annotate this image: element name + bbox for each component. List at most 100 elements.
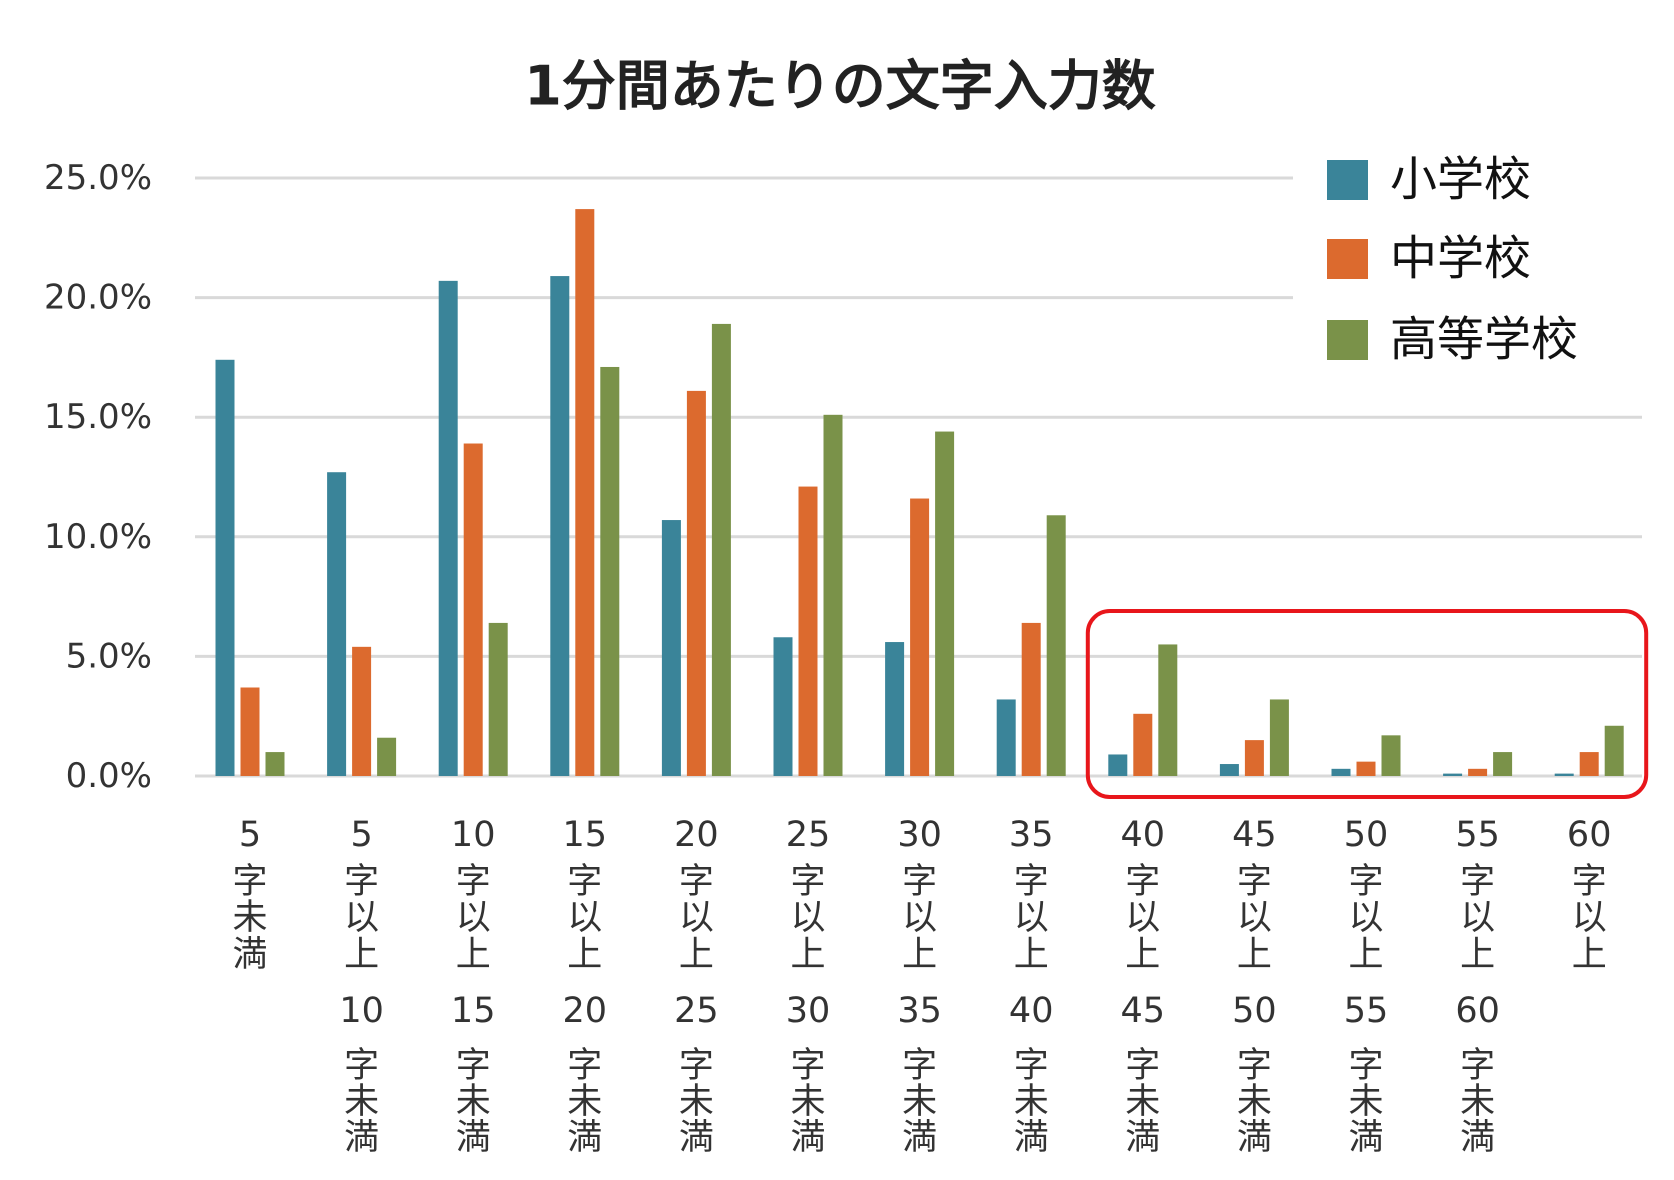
x-tick-label: 字: [790, 862, 825, 902]
x-tick-label: 未: [1237, 1082, 1272, 1122]
y-axis-ticks: 0.0% 5.0% 10.0% 15.0% 20.0% 25.0%: [44, 158, 152, 796]
x-tick-label: 未: [344, 1082, 379, 1122]
x-tick-label: 未: [567, 1082, 602, 1122]
bar: [885, 642, 905, 776]
x-tick-label: 以: [1014, 898, 1049, 938]
bar: [1219, 764, 1239, 776]
x-tick-label: 満: [1014, 1118, 1049, 1158]
bar: [1108, 754, 1128, 776]
x-tick-label: 上: [344, 935, 379, 975]
x-tick-label: 満: [567, 1118, 602, 1158]
x-tick-label: 以: [679, 898, 714, 938]
x-tick-label: 60: [1567, 815, 1612, 855]
bar: [910, 498, 930, 776]
x-tick-label: 満: [344, 1118, 379, 1158]
x-tick-label: 上: [1572, 935, 1607, 975]
bar: [600, 366, 620, 776]
x-tick-label: 50: [1232, 991, 1277, 1031]
x-tick-label: 字: [1125, 1046, 1160, 1086]
bar: [488, 622, 508, 776]
x-tick-label: 50: [1344, 815, 1389, 855]
x-tick-label: 以: [1237, 898, 1272, 938]
x-tick-label: 字: [1348, 1046, 1383, 1086]
bar: [935, 431, 955, 776]
bar: [1046, 515, 1066, 776]
x-tick-label: 満: [1348, 1118, 1383, 1158]
bar: [1579, 752, 1599, 776]
x-tick-label: 未: [679, 1082, 714, 1122]
x-tick-label: 20: [563, 991, 608, 1031]
bar: [265, 752, 285, 776]
bar: [327, 472, 347, 776]
bar: [1331, 768, 1351, 776]
bar: [550, 276, 570, 776]
bar: [1554, 773, 1574, 776]
bar: [711, 323, 731, 776]
legend-swatch: [1327, 239, 1368, 279]
x-tick-label: 字: [1014, 862, 1049, 902]
x-tick-label: 上: [1237, 935, 1272, 975]
x-tick-label: 未: [456, 1082, 491, 1122]
bar: [1468, 768, 1488, 776]
y-tick-label: 15.0%: [44, 397, 152, 437]
x-tick-label: 未: [790, 1082, 825, 1122]
bar: [1133, 713, 1153, 776]
x-tick-label: 字: [1572, 862, 1607, 902]
x-tick-label: 上: [1125, 935, 1160, 975]
y-tick-label: 10.0%: [44, 517, 152, 557]
x-tick-label: 45: [1121, 991, 1166, 1031]
x-tick-label: 40: [1009, 991, 1054, 1031]
bar: [575, 209, 595, 776]
bar: [661, 520, 681, 776]
x-tick-label: 上: [456, 935, 491, 975]
x-tick-label: 字: [344, 862, 379, 902]
x-tick-label: 満: [790, 1118, 825, 1158]
x-tick-label: 字: [679, 1046, 714, 1086]
x-tick-label: 上: [1014, 935, 1049, 975]
x-tick-label: 未: [1348, 1082, 1383, 1122]
x-tick-label: 25: [674, 991, 719, 1031]
x-tick-label: 字: [679, 862, 714, 902]
x-tick-label: 以: [790, 898, 825, 938]
x-tick-label: 未: [1460, 1082, 1495, 1122]
x-tick-label: 字: [902, 1046, 937, 1086]
x-tick-label: 字: [790, 1046, 825, 1086]
x-tick-label: 満: [232, 935, 267, 975]
x-tick-label: 上: [902, 935, 937, 975]
x-tick-label: 字: [232, 862, 267, 902]
bar: [1158, 644, 1178, 776]
x-tick-label: 満: [902, 1118, 937, 1158]
x-tick-label: 15: [451, 991, 496, 1031]
x-tick-label: 字: [1014, 1046, 1049, 1086]
legend-label: 小学校: [1390, 153, 1531, 208]
x-tick-label: 25: [786, 815, 831, 855]
x-tick-label: 30: [897, 815, 942, 855]
x-tick-label: 字: [456, 862, 491, 902]
x-tick-label: 30: [786, 991, 831, 1031]
bar: [686, 390, 706, 776]
x-axis-labels: 5字未満5字以上10字未満10字以上15字未満15字以上20字未満20字以上25…: [232, 815, 1611, 1158]
x-tick-label: 字: [1237, 1046, 1272, 1086]
legend-label: 中学校: [1390, 232, 1531, 287]
x-tick-label: 字: [456, 1046, 491, 1086]
x-tick-label: 上: [1348, 935, 1383, 975]
x-tick-label: 上: [679, 935, 714, 975]
bar: [996, 699, 1016, 776]
bar: [1356, 761, 1376, 776]
x-tick-label: 未: [1014, 1082, 1049, 1122]
x-tick-label: 字: [344, 1046, 379, 1086]
bar: [463, 443, 483, 776]
x-tick-label: 以: [567, 898, 602, 938]
bar: [773, 637, 793, 776]
x-tick-label: 35: [897, 991, 942, 1031]
x-tick-label: 10: [339, 991, 384, 1031]
x-tick-label: 以: [1348, 898, 1383, 938]
x-tick-label: 字: [1460, 862, 1495, 902]
x-tick-label: 5: [239, 815, 261, 855]
y-tick-label: 0.0%: [66, 756, 152, 796]
x-tick-label: 15: [563, 815, 608, 855]
x-tick-label: 以: [456, 898, 491, 938]
x-tick-label: 以: [902, 898, 937, 938]
